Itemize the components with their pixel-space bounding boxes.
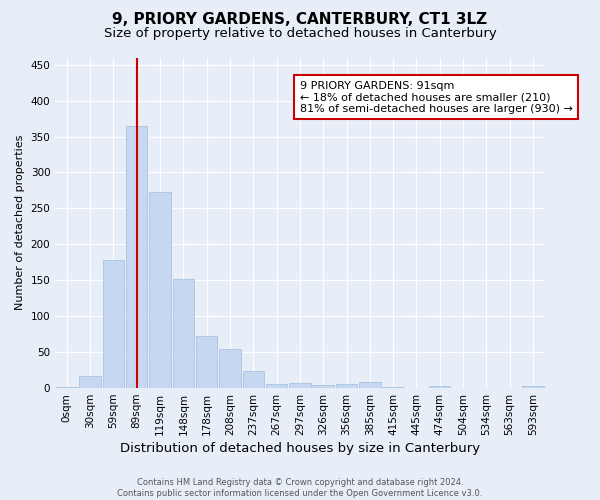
Bar — [79, 376, 101, 388]
Bar — [56, 386, 77, 388]
Bar — [219, 350, 241, 388]
Bar — [359, 382, 380, 388]
Bar — [429, 386, 451, 388]
Bar — [336, 384, 357, 388]
Bar — [126, 126, 148, 388]
Text: Size of property relative to detached houses in Canterbury: Size of property relative to detached ho… — [104, 28, 496, 40]
Bar — [522, 386, 544, 388]
Bar — [196, 336, 217, 388]
Y-axis label: Number of detached properties: Number of detached properties — [15, 135, 25, 310]
Bar — [289, 383, 311, 388]
Text: 9 PRIORY GARDENS: 91sqm
← 18% of detached houses are smaller (210)
81% of semi-d: 9 PRIORY GARDENS: 91sqm ← 18% of detache… — [300, 80, 573, 114]
Text: 9, PRIORY GARDENS, CANTERBURY, CT1 3LZ: 9, PRIORY GARDENS, CANTERBURY, CT1 3LZ — [112, 12, 488, 28]
Bar — [266, 384, 287, 388]
X-axis label: Distribution of detached houses by size in Canterbury: Distribution of detached houses by size … — [120, 442, 480, 455]
Bar — [103, 260, 124, 388]
Bar — [149, 192, 171, 388]
Text: Contains HM Land Registry data © Crown copyright and database right 2024.
Contai: Contains HM Land Registry data © Crown c… — [118, 478, 482, 498]
Bar — [313, 385, 334, 388]
Bar — [173, 279, 194, 388]
Bar — [242, 371, 264, 388]
